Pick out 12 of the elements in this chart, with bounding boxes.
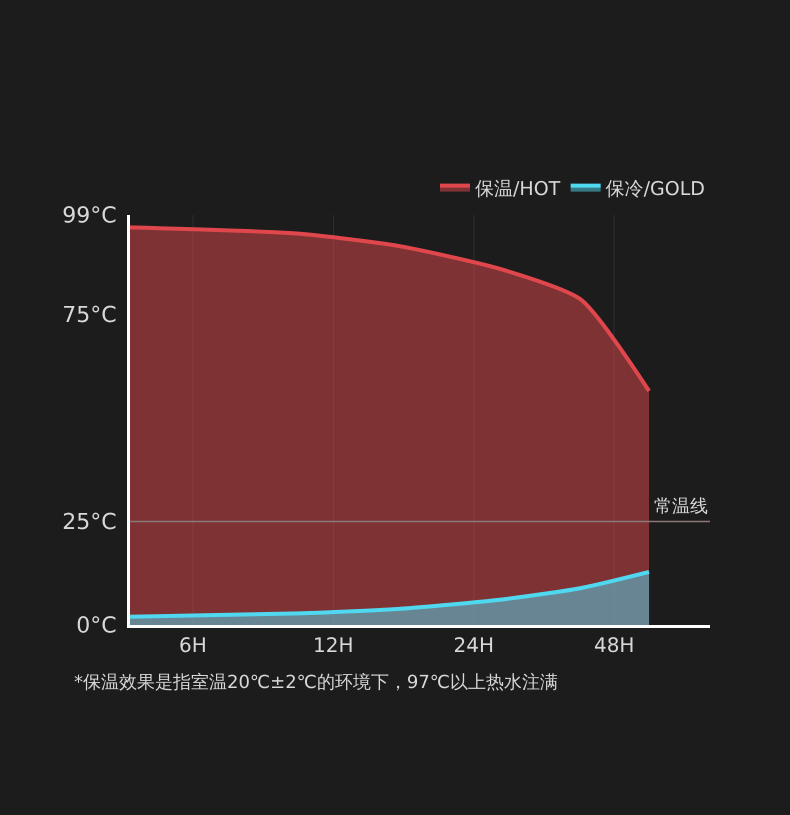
legend-label: 保冷/GOLD	[606, 178, 705, 200]
y-tick-label: 0°C	[76, 614, 117, 639]
x-tick-label: 12H	[313, 633, 354, 657]
x-tick-label: 48H	[594, 633, 634, 657]
ref-line-label: 常温线	[654, 496, 708, 517]
x-tick-label: 24H	[454, 633, 494, 657]
text: *保温效果是指室温20℃±2℃的环境下，97℃以上热水注满	[74, 672, 558, 693]
y-tick-label: 25°C	[62, 510, 117, 536]
y-tick-label: 75°C	[62, 303, 117, 328]
legend-label: 保温/HOT	[475, 178, 561, 200]
x-tick-label: 6H	[178, 633, 207, 657]
y-tick-label: 99°C	[62, 204, 117, 229]
